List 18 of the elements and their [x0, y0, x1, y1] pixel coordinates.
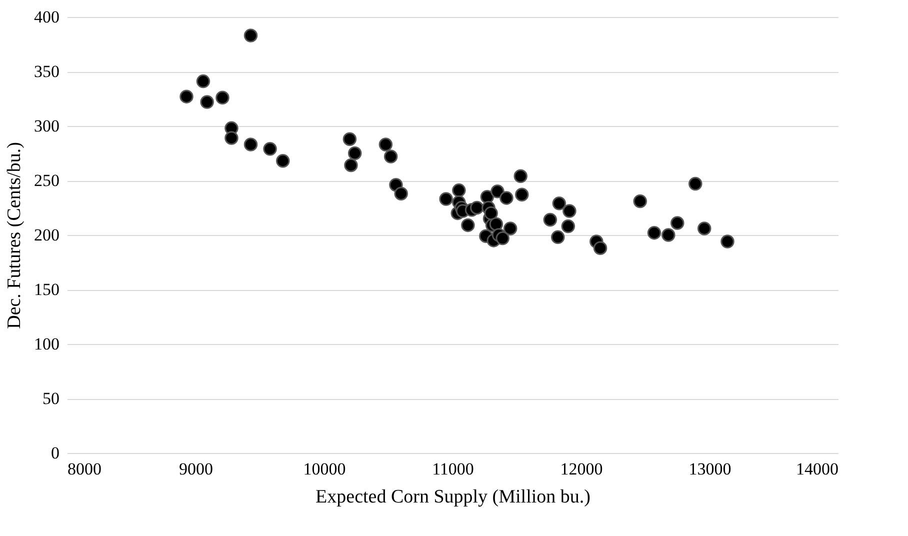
y-tick-label: 150	[34, 280, 60, 299]
x-tick-label: 13000	[688, 460, 732, 478]
x-tick-label: 12000	[560, 460, 603, 478]
y-tick-label: 50	[42, 389, 60, 408]
x-tick-label: 14000	[796, 460, 838, 478]
y-tick-label: 400	[34, 8, 60, 26]
x-tick-label: 10000	[303, 460, 346, 478]
y-axis-title: Dec. Futures (Cents/bu.)	[4, 142, 25, 329]
y-tick-label: 0	[51, 444, 60, 462]
y-tick-label: 300	[34, 116, 60, 136]
y-tick-label: 350	[34, 62, 60, 81]
y-tick-label: 100	[34, 334, 60, 354]
x-tick-label: 9000	[179, 460, 213, 478]
y-tick-label: 250	[34, 171, 60, 190]
x-tick-label: 8000	[68, 460, 102, 478]
x-axis-title: Expected Corn Supply (Million bu.)	[316, 486, 590, 508]
x-tick-label: 11000	[432, 460, 474, 478]
y-tick-label: 200	[34, 226, 60, 244]
